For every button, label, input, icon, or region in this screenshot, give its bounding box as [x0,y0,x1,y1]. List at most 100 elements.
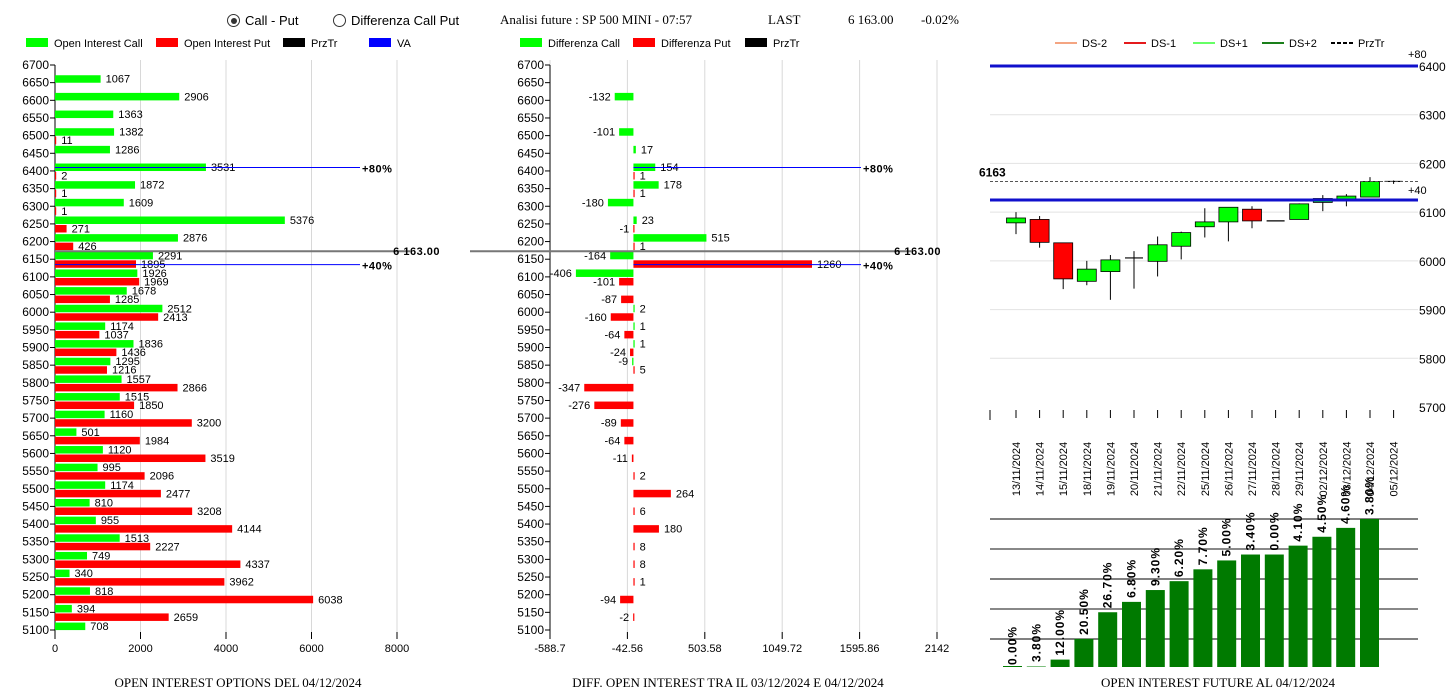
oi-x-tick-label: 0 [52,643,58,655]
oi-x-tick-label: 6000 [299,643,323,655]
future-bar-label: 4.60% [1339,485,1353,524]
diff-y-tick-label: 5800 [517,376,544,390]
oi-bar-call [55,534,120,542]
oi-bar-call [55,375,122,383]
oi-bar-put [55,542,151,551]
future-bar [1169,581,1189,667]
diff-bar-put [633,472,635,480]
oi-bar-label: 1678 [132,286,156,298]
oi-bar-call [55,198,124,207]
diff-bar-label: 1 [640,321,646,333]
candle-y-tick-label: 6100 [1419,206,1446,220]
diff-bar-call [633,304,635,313]
oi-bar-call [55,340,134,348]
oi-bar-put [55,330,100,339]
oi-bar-label: 818 [95,586,113,598]
middle-legend-label: Differenza Put [661,38,731,50]
oi-bar-put [55,436,140,445]
oi-bar-label: 1295 [115,356,139,368]
left-legend-label: Open Interest Call [54,38,143,50]
diff-bar-label: 264 [676,488,694,500]
future-bar [1360,519,1379,667]
oi-va-label: +80% [362,164,392,176]
oi-bar-put [55,295,110,304]
oi-y-tick-label: 5350 [22,535,49,549]
oi-bar-put [55,277,140,286]
future-bar-label: 7.70% [1196,526,1210,565]
oi-przTr-label: 6 163.00 [393,246,440,258]
radio-call-put[interactable]: Call - Put [227,13,298,28]
radio-indicator[interactable] [333,14,346,27]
oi-y-tick-label: 5700 [22,411,49,425]
diff-bar-label: -1 [620,223,630,235]
oi-bar-call [55,110,114,119]
right-legend-label: DS-2 [1082,38,1107,50]
candle-x-tick-label: 02/12/2024 [1318,441,1330,496]
candle-y-tick-label: 6300 [1419,109,1446,123]
middle-legend-swatch [520,38,542,47]
oi-y-tick-label: 5400 [22,517,49,531]
future-bar-label: 4.10% [1291,503,1305,542]
oi-bar-label: 1174 [110,321,134,333]
oi-bar-label: 1067 [106,74,130,86]
diff-bar-put [631,454,634,463]
future-bar-label: 4.50% [1315,494,1329,533]
oi-bar-label: 1969 [144,276,168,288]
oi-bar-put [55,383,178,392]
diff-bar-put [620,419,634,427]
oi-bar-put [55,595,314,604]
oi-bar-call [55,145,110,154]
oi-bar-put [55,207,57,215]
oi-x-tick-label: 8000 [385,643,409,655]
candle-up [1076,268,1097,282]
diff-x-tick-label: -588.7 [534,643,565,655]
diff-bar-put [633,560,635,568]
oi-bar-put [55,454,206,463]
candle-up [1006,217,1026,224]
oi-bar-put [55,472,145,480]
oi-y-tick-label: 6100 [22,270,49,284]
oi-bar-put [55,348,117,357]
diff-bar-label: 2 [640,303,646,315]
radio-indicator-selected[interactable] [227,14,240,27]
diff-bar-put [624,330,634,339]
diff-y-tick-label: 6100 [517,270,544,284]
future-bar-label: 0.00% [1267,511,1281,550]
oi-bar-put [55,136,57,145]
future-bar [1026,666,1046,667]
diff-bar-label: -89 [601,418,617,430]
oi-bar-label: 749 [92,550,110,562]
candle-down [1029,219,1050,243]
candle-down [1242,208,1262,222]
oi-bar-call [55,551,88,560]
diff-bar-label: 178 [664,180,682,192]
right-legend-label: PrzTr [1358,38,1385,50]
oi-bar-label: 3962 [229,577,253,589]
oi-bar-label: 3519 [210,453,234,465]
candle-x-tick-label: 22/11/2024 [1176,442,1188,496]
oi-bar-label: 4337 [245,559,269,571]
oi-bar-label: 2227 [155,541,179,553]
diff-bar-label: -101 [593,276,615,288]
candle-va-label: +80 [1408,49,1427,61]
candle-przTr-label: 6163 [979,165,1006,179]
radio-differenza-call-put[interactable]: Differenza Call Put [333,13,459,28]
oi-bar-label: 11 [61,135,72,147]
oi-y-tick-label: 5950 [22,323,49,337]
future-bar [1312,536,1332,667]
future-bar [1050,659,1070,667]
oi-bar-label: 271 [72,223,90,235]
diff-y-tick-label: 6500 [517,129,544,143]
oi-bar-call [55,428,77,436]
candle-x-tick-label: 03/12/2024 [1341,441,1353,496]
future-bar [1193,569,1213,667]
diff-bar-call [575,269,634,277]
diff-bar-label: 1 [640,241,646,253]
future-bar-label: 6.20% [1172,538,1186,577]
candle-x-tick-label: 04/12/2024 [1365,441,1377,496]
oi-bar-label: 1382 [119,127,143,139]
diff-y-tick-label: 6600 [517,93,544,107]
middle-legend-label: PrzTr [773,38,800,50]
oi-bar-call [55,287,127,295]
oi-bar-call [55,92,180,101]
